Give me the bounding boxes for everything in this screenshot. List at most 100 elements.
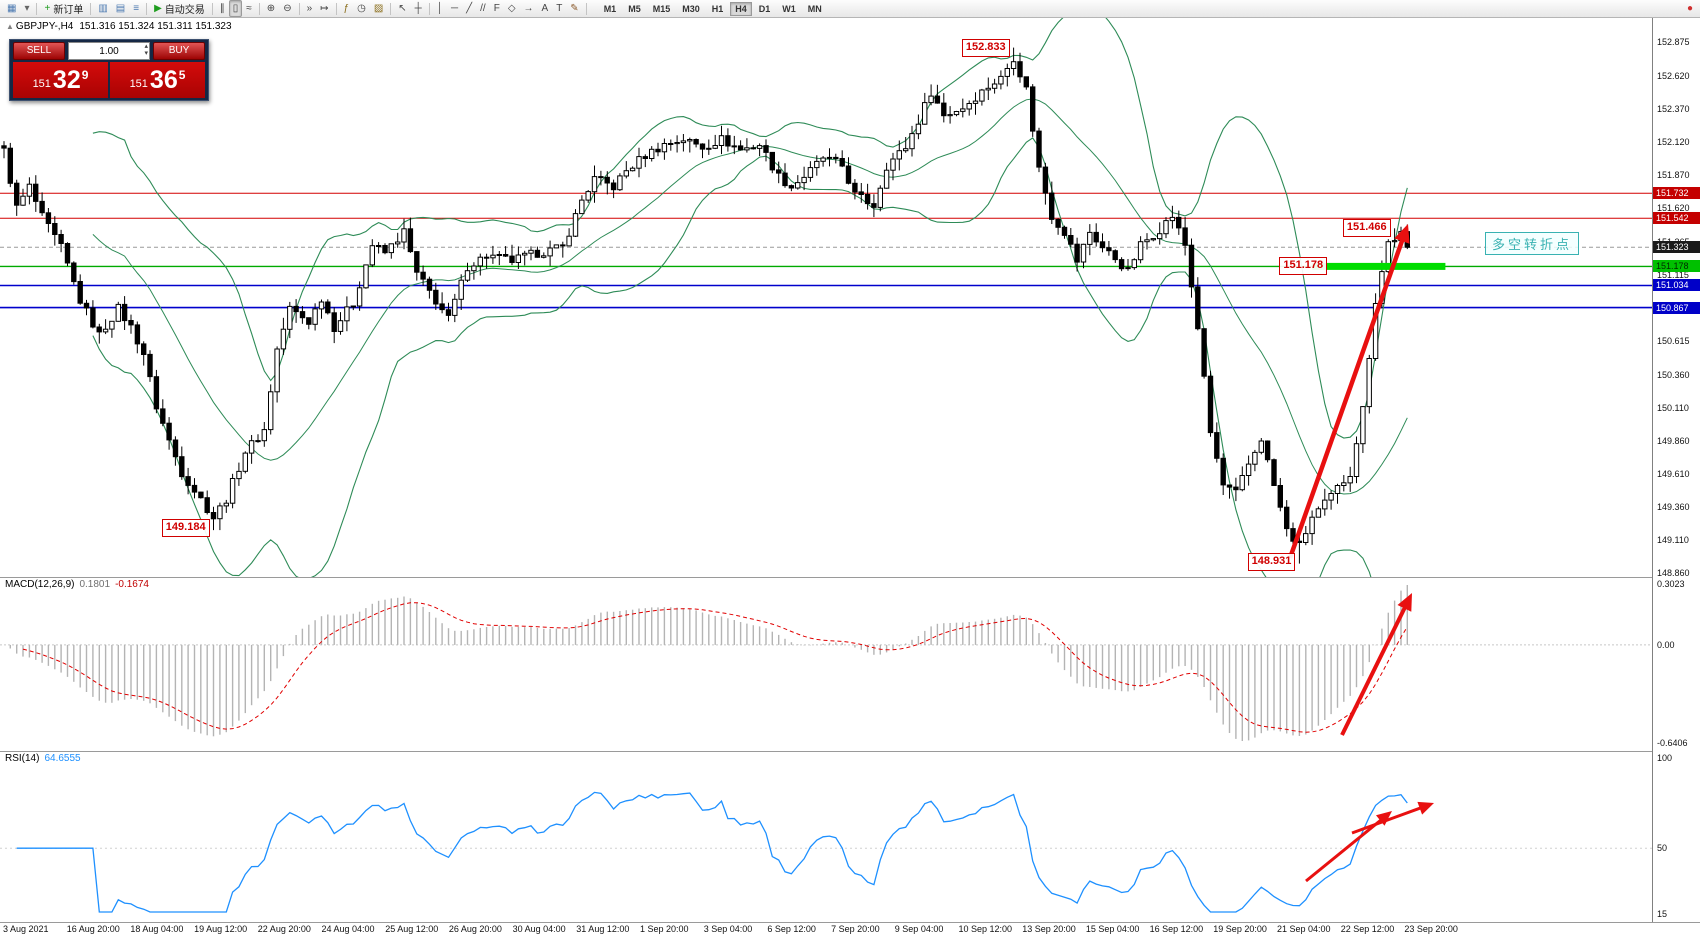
macd-label: MACD(12,26,9) 0.1801 -0.1674 xyxy=(5,579,149,590)
indicators-button[interactable]: ƒ xyxy=(340,0,354,17)
volume-value: 1.00 xyxy=(99,45,119,57)
timeframe-button-w1[interactable]: W1 xyxy=(782,3,796,14)
timeframe-button-m5[interactable]: M5 xyxy=(628,3,641,14)
time-axis-label: 22 Aug 20:00 xyxy=(257,924,311,934)
symbol-info: ▲ GBPJPY-,H4 151.316 151.324 151.311 151.3… xyxy=(6,21,232,32)
arrows-button[interactable]: → xyxy=(520,0,538,17)
new-order-button[interactable]: + 新订单 xyxy=(40,0,87,17)
market-watch-button-icon: ▥ xyxy=(98,2,108,14)
price-callout[interactable]: 152.833 xyxy=(961,38,1010,57)
crosshair-button[interactable]: ┼ xyxy=(411,0,426,17)
trend-arrow[interactable] xyxy=(1351,801,1434,835)
trend-arrow[interactable] xyxy=(1305,811,1392,883)
toolbar: ▦ ▾ + 新订单 ▥ ▤ ≡ ▶ 自动交易 ∥ ▯ ≈ ⊕ ⊖ » ↦ ƒ ◷ ▨ ↖ ┼ │ ─ ╱ // F ◇ → A T ✎ M1… xyxy=(0,0,1700,18)
price-axis-tick: 149.610 xyxy=(1657,468,1690,479)
chart-shift-button[interactable]: ↦ xyxy=(316,0,332,17)
trend-arrow[interactable] xyxy=(1340,593,1412,736)
timeframe-button-h1[interactable]: H1 xyxy=(711,3,724,14)
macd-signal-value: -0.1674 xyxy=(115,579,149,590)
turning-point-label[interactable]: 多空转折点 xyxy=(1485,232,1580,255)
price-callout[interactable]: 148.931 xyxy=(1247,552,1296,571)
zoom-in-button-icon: ⊕ xyxy=(266,2,276,14)
new-chart-button[interactable]: ▦ xyxy=(3,0,20,17)
time-axis-label: 9 Sep 04:00 xyxy=(894,924,944,934)
zoom-out-button[interactable]: ⊖ xyxy=(279,0,295,17)
panel-separator[interactable] xyxy=(0,577,1700,578)
macd-chart[interactable] xyxy=(0,577,1652,751)
time-axis-label: 23 Sep 20:00 xyxy=(1404,924,1458,934)
macd-indicator-panel[interactable]: MACD(12,26,9) 0.1801 -0.1674 xyxy=(0,577,1652,751)
colors-button-icon: ✎ xyxy=(570,2,579,14)
time-axis-label: 30 Aug 04:00 xyxy=(512,924,566,934)
price-callout[interactable]: 149.184 xyxy=(161,519,210,538)
colors-button[interactable]: ✎ xyxy=(566,0,582,17)
text-label-button-icon: T xyxy=(556,2,563,14)
fibonacci-button[interactable]: F xyxy=(490,0,504,17)
main-chart-panel[interactable]: ▲ GBPJPY-,H4 151.316 151.324 151.311 151.3… xyxy=(0,18,1652,577)
price-callout[interactable]: 151.466 xyxy=(1342,219,1391,238)
auto-scroll-button[interactable]: » xyxy=(303,0,317,17)
zoom-in-button[interactable]: ⊕ xyxy=(263,0,279,17)
panel-separator[interactable] xyxy=(0,751,1700,752)
buy-button[interactable]: BUY xyxy=(153,42,205,60)
candlestick-chart-button[interactable]: ▯ xyxy=(228,0,243,17)
new-order-button-icon: + xyxy=(44,2,51,14)
timeframe-button-mn[interactable]: MN xyxy=(807,3,822,14)
autotrading-button-icon: ▶ xyxy=(154,2,162,14)
time-axis-label: 1 Sep 20:00 xyxy=(640,924,689,934)
toolbar-separator xyxy=(298,2,300,15)
trendline-button[interactable]: ╱ xyxy=(462,0,476,17)
rsi-indicator-panel[interactable]: RSI(14) 64.6555 xyxy=(0,751,1652,922)
candlestick-chart[interactable] xyxy=(0,18,1652,577)
text-label-button[interactable]: T xyxy=(552,0,566,17)
indicators-button-icon: ƒ xyxy=(343,2,350,14)
line-chart-button[interactable]: ≈ xyxy=(242,0,256,17)
cursor-button[interactable]: ↖ xyxy=(394,0,410,17)
chart-profiles-button[interactable]: ▾ xyxy=(20,0,33,17)
text-button[interactable]: A xyxy=(538,0,553,17)
autotrading-button[interactable]: ▶ 自动交易 xyxy=(150,0,209,17)
volume-increase-button[interactable]: ▴ xyxy=(144,43,148,50)
price-callout[interactable]: 151.178 xyxy=(1279,257,1328,276)
toolbar-separator xyxy=(335,2,337,15)
time-axis-label: 21 Sep 04:00 xyxy=(1277,924,1331,934)
time-axis-label: 13 Sep 20:00 xyxy=(1022,924,1076,934)
navigator-button-icon: ▤ xyxy=(115,2,126,14)
shapes-button[interactable]: ◇ xyxy=(504,0,520,17)
navigator-button[interactable]: ▤ xyxy=(112,0,129,17)
timeframe-button-m1[interactable]: M1 xyxy=(603,3,617,14)
line-chart-button-icon: ≈ xyxy=(246,2,252,14)
crosshair-button-icon: ┼ xyxy=(414,2,422,14)
timeframe-button-h4[interactable]: H4 xyxy=(730,1,752,16)
equidistant-channel-button[interactable]: // xyxy=(476,0,490,17)
sell-price-sup: 9 xyxy=(81,68,89,82)
price-axis[interactable]: 152.875 152.620 152.370 152.120 151.870 151.6… xyxy=(1652,18,1700,922)
horizontal-line-button[interactable]: ─ xyxy=(447,0,462,17)
volume-decrease-button[interactable]: ▾ xyxy=(144,50,148,57)
rsi-chart[interactable] xyxy=(0,751,1652,922)
bar-chart-button[interactable]: ∥ xyxy=(216,0,229,17)
toolbar-tools-group: ▦ ▾ + 新订单 ▥ ▤ ≡ ▶ 自动交易 ∥ ▯ ≈ ⊕ ⊖ » ↦ ƒ ◷ ▨ ↖ ┼ │ ─ ╱ // F ◇ → A T ✎ xyxy=(3,0,590,17)
notifications-icon[interactable]: ● xyxy=(1683,0,1697,17)
trend-arrow[interactable] xyxy=(1287,224,1410,559)
market-watch-button[interactable]: ▥ xyxy=(94,0,111,17)
time-axis-label: 26 Aug 20:00 xyxy=(448,924,502,934)
terminal-button[interactable]: ≡ xyxy=(129,0,143,17)
volume-input[interactable]: 1.00 ▴ ▾ xyxy=(68,42,150,60)
time-axis-label: 6 Sep 12:00 xyxy=(767,924,816,934)
vertical-line-button[interactable]: │ xyxy=(433,0,447,17)
text-button-icon: A xyxy=(541,2,549,14)
timeframe-button-m30[interactable]: M30 xyxy=(682,3,700,14)
sell-button[interactable]: SELL xyxy=(13,42,65,60)
candlesticks xyxy=(1,47,1410,564)
time-axis[interactable]: 3 Aug 2021 16 Aug 20:00 18 Aug 04:00 19 Aug… xyxy=(0,922,1652,936)
templates-button[interactable]: ▨ xyxy=(370,0,387,17)
timeframe-button-m15[interactable]: M15 xyxy=(652,3,671,14)
timeframe-button-d1[interactable]: D1 xyxy=(758,3,771,14)
sell-price-display[interactable]: 151 32 9 xyxy=(13,62,108,98)
time-axis-label: 7 Sep 20:00 xyxy=(831,924,880,934)
support-highlight-bar[interactable] xyxy=(1312,262,1446,270)
equidistant-channel-button-icon: // xyxy=(480,2,486,14)
periods-button[interactable]: ◷ xyxy=(353,0,370,17)
buy-price-display[interactable]: 151 36 5 xyxy=(110,62,205,98)
